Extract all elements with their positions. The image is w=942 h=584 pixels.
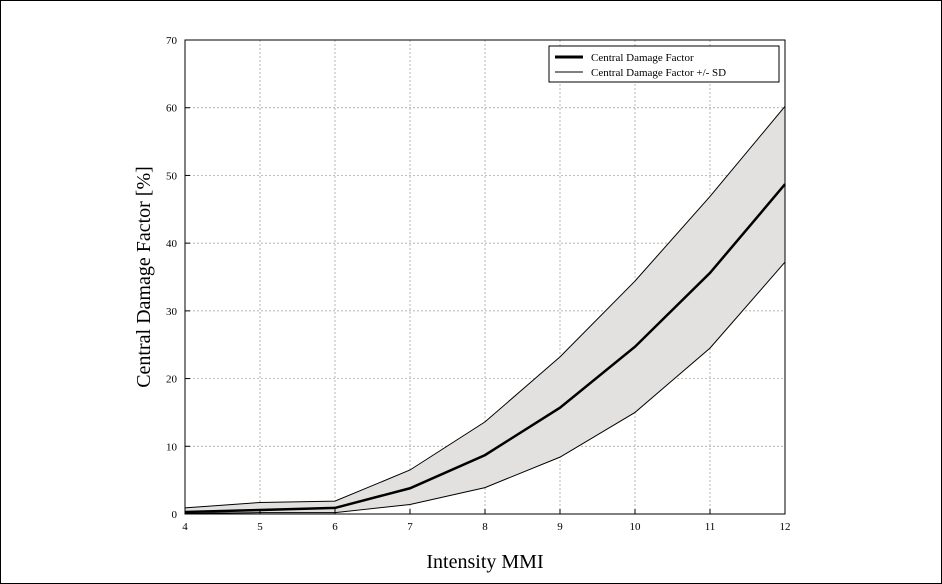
sd-band-area	[185, 106, 785, 514]
y-tick-label: 70	[166, 35, 178, 47]
legend-label-sd: Central Damage Factor +/- SD	[591, 67, 726, 79]
x-tick-label: 8	[482, 521, 488, 533]
x-tick-label: 7	[407, 521, 413, 533]
y-tick-label: 30	[166, 306, 178, 318]
y-tick-label: 50	[166, 170, 178, 182]
x-tick-label: 10	[630, 521, 642, 533]
legend: Central Damage Factor Central Damage Fac…	[548, 45, 780, 83]
series-lower-sd-line	[184, 261, 786, 514]
y-tick-label: 40	[166, 238, 178, 250]
legend-box	[548, 45, 780, 83]
x-tick-label: 4	[182, 521, 188, 533]
x-tick-label: 12	[780, 521, 791, 533]
legend-label-central: Central Damage Factor	[591, 52, 694, 64]
y-tick-label: 60	[166, 103, 178, 115]
x-tick-label: 6	[332, 521, 338, 533]
series-upper-sd-line	[184, 106, 786, 509]
x-axis-title: Intensity MMI	[426, 551, 543, 573]
x-tick-label: 5	[257, 521, 263, 533]
y-tick-label: 10	[166, 441, 178, 453]
x-axis-ticks: 4 5 6 7 8 9 10 11 12	[182, 509, 791, 533]
y-axis-ticks: 0 10 20 30 40 50 60 70	[166, 35, 190, 521]
x-tick-label: 9	[557, 521, 563, 533]
x-tick-label: 11	[705, 521, 716, 533]
series-central-damage-factor-line	[184, 183, 786, 514]
y-tick-label: 20	[166, 374, 178, 386]
y-tick-label: 0	[172, 509, 178, 521]
y-axis-title: Central Damage Factor [%]	[133, 166, 155, 388]
